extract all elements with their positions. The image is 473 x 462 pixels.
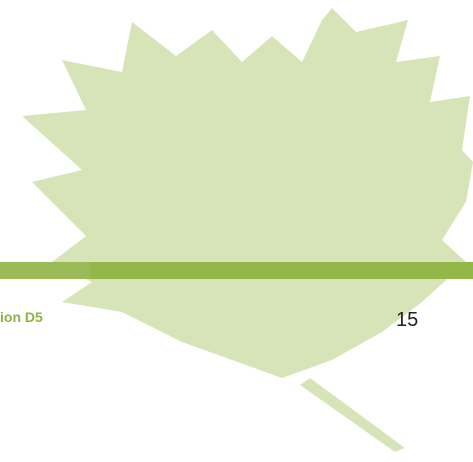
section-label: ion D5 [0,309,43,325]
stem [300,378,405,452]
footer-bar-highlight [90,262,473,279]
page-number: 15 [396,309,418,331]
leaf [22,8,473,378]
